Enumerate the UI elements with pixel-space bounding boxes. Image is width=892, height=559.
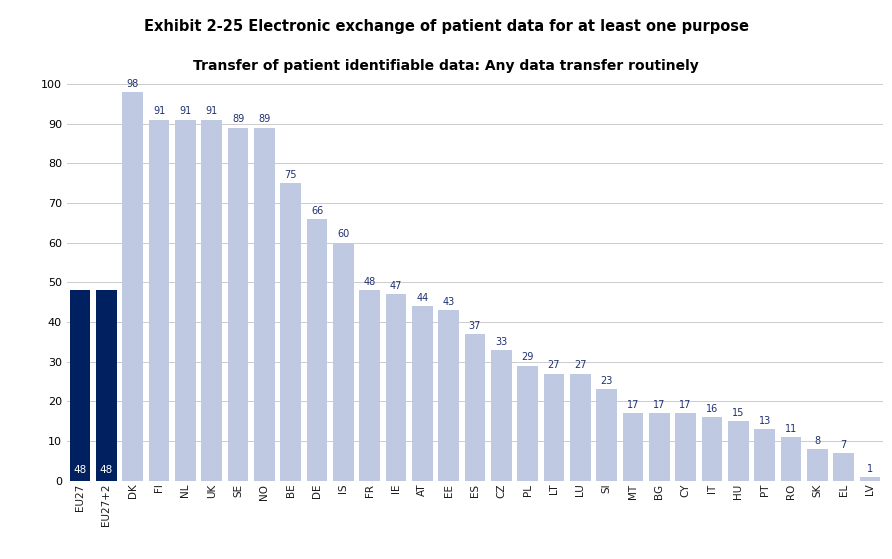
Bar	[385, 294, 406, 481]
Text: 13: 13	[758, 416, 771, 426]
Bar	[517, 366, 538, 481]
Text: 48: 48	[100, 465, 113, 475]
Text: 43: 43	[442, 297, 455, 307]
Bar	[175, 120, 195, 481]
Text: 89: 89	[232, 115, 244, 124]
Text: 91: 91	[179, 106, 192, 116]
Bar	[780, 437, 801, 481]
Bar	[333, 243, 353, 481]
Text: 75: 75	[285, 170, 297, 180]
Text: 91: 91	[153, 106, 165, 116]
Bar	[412, 306, 433, 481]
Text: 17: 17	[653, 400, 665, 410]
Bar	[833, 453, 854, 481]
Bar	[254, 127, 275, 481]
Bar	[860, 477, 880, 481]
Text: 33: 33	[495, 337, 508, 347]
Bar	[675, 413, 696, 481]
Bar	[149, 120, 169, 481]
Text: 37: 37	[469, 321, 481, 331]
Text: 47: 47	[390, 281, 402, 291]
Text: 23: 23	[600, 376, 613, 386]
Bar	[649, 413, 670, 481]
Bar	[807, 449, 828, 481]
Bar	[597, 390, 617, 481]
Bar	[438, 310, 458, 481]
Text: 91: 91	[205, 106, 218, 116]
Text: 27: 27	[548, 361, 560, 371]
Text: 98: 98	[127, 79, 139, 89]
Text: 29: 29	[522, 353, 533, 362]
Text: 17: 17	[627, 400, 640, 410]
Bar	[96, 290, 117, 481]
Text: Exhibit 2-25 Electronic exchange of patient data for at least one purpose: Exhibit 2-25 Electronic exchange of pati…	[144, 19, 748, 34]
Bar	[623, 413, 643, 481]
Text: 8: 8	[814, 436, 821, 446]
Bar	[227, 127, 248, 481]
Text: 48: 48	[364, 277, 376, 287]
Bar	[465, 334, 485, 481]
Bar	[70, 290, 90, 481]
Text: 17: 17	[680, 400, 692, 410]
Bar	[359, 290, 380, 481]
Text: 48: 48	[73, 465, 87, 475]
Bar	[280, 183, 301, 481]
Bar	[702, 417, 723, 481]
Text: 1: 1	[867, 463, 873, 473]
Text: 66: 66	[311, 206, 323, 216]
Text: 27: 27	[574, 361, 587, 371]
Bar	[570, 373, 591, 481]
Text: 44: 44	[417, 293, 428, 303]
Text: 11: 11	[785, 424, 797, 434]
Bar	[307, 219, 327, 481]
Text: 16: 16	[706, 404, 718, 414]
Bar	[728, 421, 748, 481]
Text: 7: 7	[840, 440, 847, 450]
Text: Transfer of patient identifiable data: Any data transfer routinely: Transfer of patient identifiable data: A…	[194, 59, 698, 73]
Text: 15: 15	[732, 408, 745, 418]
Bar	[544, 373, 565, 481]
Bar	[491, 350, 512, 481]
Text: 60: 60	[337, 229, 350, 239]
Text: 89: 89	[259, 115, 270, 124]
Bar	[755, 429, 775, 481]
Bar	[122, 92, 143, 481]
Bar	[202, 120, 222, 481]
